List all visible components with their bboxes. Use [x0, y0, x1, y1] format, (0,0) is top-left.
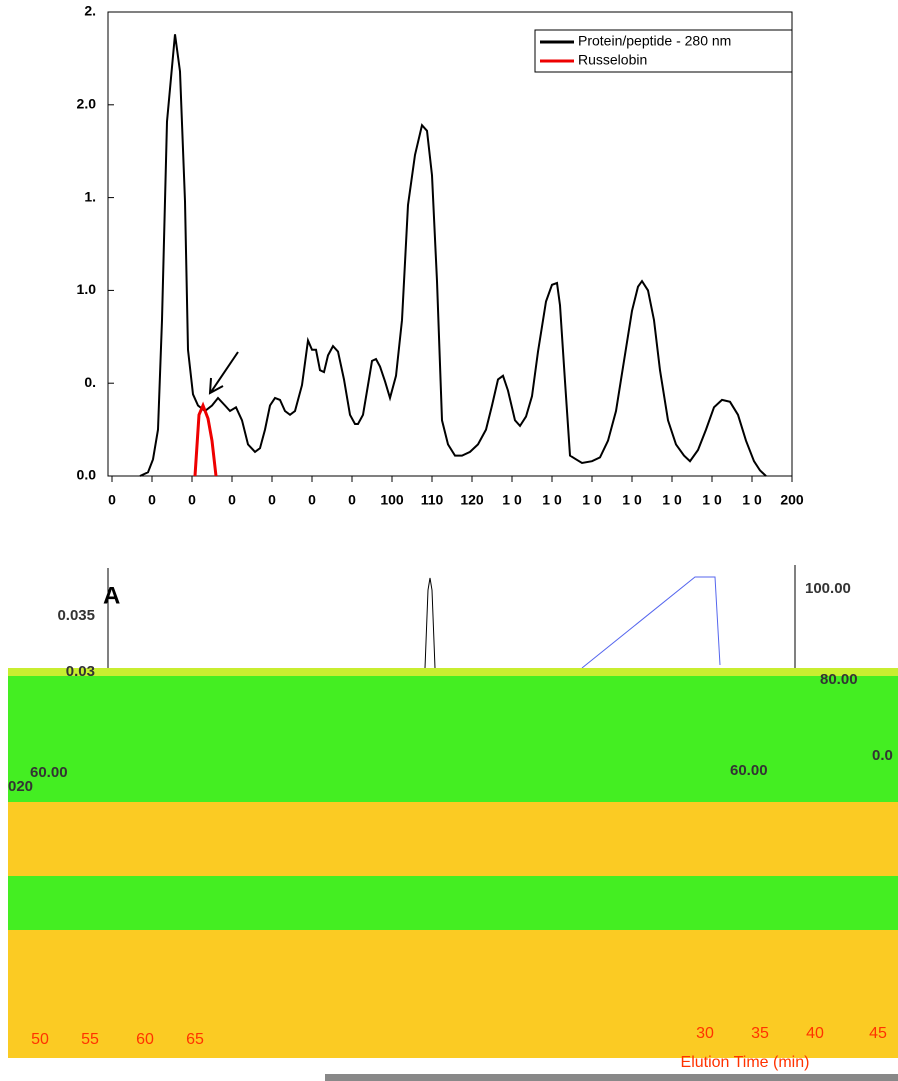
x-tick-label: 60 — [136, 1031, 154, 1048]
x-tick-label: 65 — [186, 1031, 204, 1048]
x-tick-label: 1 0 — [502, 492, 522, 508]
x-tick-label: 50 — [31, 1031, 49, 1048]
band — [8, 802, 898, 876]
x-tick-label: 0 — [308, 492, 316, 508]
y-tick-label: 0.035 — [57, 607, 95, 624]
x-tick-label: 0 — [348, 492, 356, 508]
band — [8, 676, 898, 802]
y2-tick-label: 100.00 — [805, 580, 851, 597]
band — [325, 1074, 898, 1081]
x-tick-label: 1 0 — [742, 492, 762, 508]
x-axis-title: Elution Time (min) — [681, 1054, 810, 1071]
x-tick-label: 30 — [696, 1025, 714, 1042]
trace — [424, 577, 436, 669]
band — [8, 930, 898, 1058]
x-tick-label: 45 — [869, 1025, 887, 1042]
y2-tick-label: 60.00 — [730, 762, 768, 779]
x-tick-label: 0 — [228, 492, 236, 508]
inner-label: 60.00 — [30, 764, 68, 781]
x-tick-label: 1 0 — [662, 492, 682, 508]
y-tick-label: 2. — [84, 3, 96, 19]
y-tick-label: 0.0 — [77, 467, 97, 483]
x-tick-label: 0 — [108, 492, 116, 508]
x-tick-label: 1 0 — [542, 492, 562, 508]
x-tick-label: 40 — [806, 1025, 824, 1042]
x-tick-label: 0 — [148, 492, 156, 508]
x-tick-label: 0 — [268, 492, 276, 508]
x-tick-label: 1 0 — [622, 492, 642, 508]
arrow — [208, 351, 239, 395]
lower-panel: A 0.035 0.03 020 100.00 80.00 60.00 0.0 … — [8, 565, 898, 1081]
data-line — [193, 401, 218, 477]
x-tick-label: 35 — [751, 1025, 769, 1042]
x-tick-label: 1 0 — [582, 492, 602, 508]
data-line — [139, 34, 767, 477]
y-tick-label: 020 — [8, 778, 33, 795]
band — [8, 668, 898, 678]
x-tick-label: 110 — [421, 492, 444, 508]
y-tick-label: 2.0 — [77, 96, 97, 112]
plot-frame — [107, 11, 793, 477]
legend-box — [534, 29, 793, 73]
y-tick-label: 0.03 — [66, 663, 95, 680]
x-tick-label: 1 0 — [702, 492, 722, 508]
legend-label: Russelobin — [578, 52, 647, 68]
x-tick-label: 55 — [81, 1031, 99, 1048]
y2-tick-label: 0.0 — [872, 747, 893, 764]
gradient-line — [581, 576, 721, 669]
panel-label: A — [103, 582, 120, 609]
x-tick-label: 200 — [780, 492, 804, 508]
legend-label: Protein/peptide - 280 nm — [578, 33, 731, 49]
x-tick-label: 0 — [188, 492, 196, 508]
y2-tick-label: 80.00 — [820, 671, 858, 688]
x-tick-label: 100 — [380, 492, 404, 508]
x-tick-label: 120 — [460, 492, 484, 508]
y-tick-label: 1. — [84, 188, 96, 204]
band — [8, 876, 898, 930]
y-tick-label: 0. — [84, 374, 96, 390]
y-tick-label: 1.0 — [77, 281, 97, 297]
